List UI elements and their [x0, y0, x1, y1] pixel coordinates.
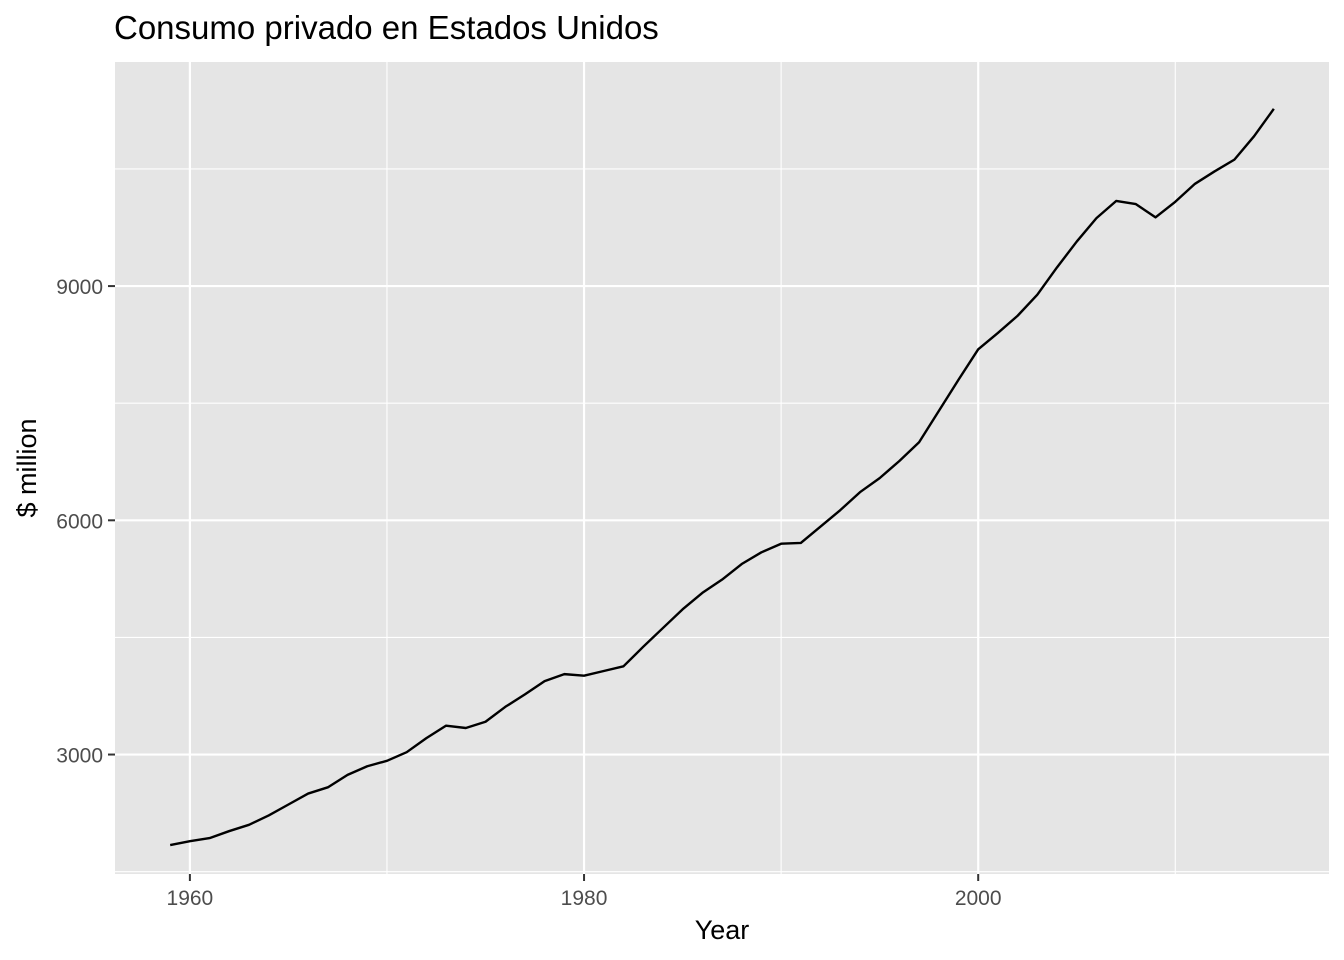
series-line: [169, 108, 1275, 847]
y-axis-ticks: 3000 6000 9000: [56, 276, 115, 768]
y-tick-label: 3000: [56, 745, 103, 768]
x-tick-label: 1960: [167, 887, 214, 910]
plot-panel: [115, 62, 1329, 874]
x-tick-label: 1980: [561, 887, 608, 910]
x-axis-ticks: 1960 1980 2000: [167, 874, 1002, 910]
y-tick-label: 6000: [56, 510, 103, 533]
major-gridlines: [115, 62, 1329, 874]
x-tick-label: 2000: [955, 887, 1002, 910]
y-tick-label: 9000: [56, 276, 103, 299]
x-axis-title: Year: [695, 915, 750, 945]
chart-title: Consumo privado en Estados Unidos: [114, 9, 659, 46]
minor-gridlines: [115, 62, 1329, 874]
y-axis-title: $ million: [12, 418, 42, 517]
